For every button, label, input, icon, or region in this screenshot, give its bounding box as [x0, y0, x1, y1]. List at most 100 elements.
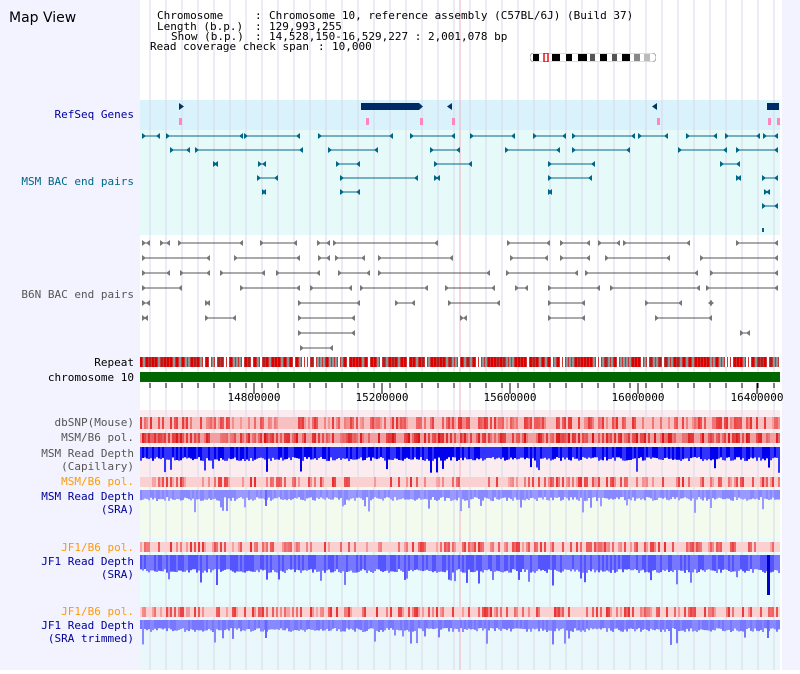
track-label-dbsnp[interactable]: dbSNP(Mouse)	[54, 416, 134, 429]
depth-bar	[328, 555, 330, 570]
depth-bar	[196, 620, 198, 630]
depth-bar	[706, 447, 708, 461]
depth-bar	[318, 555, 320, 572]
track-label-jf1-depth-trim[interactable]: JF1 Read Depth	[41, 619, 134, 632]
track-label-jf1-b6-pol[interactable]: JF1/B6 pol.	[61, 541, 134, 554]
track-label-msm-depth-sra[interactable]: MSM Read Depth	[41, 490, 134, 503]
depth-bar	[208, 447, 210, 461]
heatmap-cell	[174, 417, 176, 429]
bac-end	[560, 255, 564, 261]
depth-bar	[496, 447, 498, 459]
depth-bar	[576, 447, 578, 459]
depth-bar	[584, 447, 586, 458]
heatmap-cell	[578, 433, 580, 443]
depth-bar	[476, 620, 478, 632]
bac-end	[586, 240, 590, 246]
depth-bar	[288, 490, 290, 499]
heatmap-cell	[482, 607, 484, 617]
heatmap-cell	[418, 417, 420, 429]
depth-bar	[566, 555, 568, 570]
repeat-segment	[437, 357, 439, 367]
track-label-jf1-b6-pol-2[interactable]: JF1/B6 pol.	[61, 605, 134, 618]
repeat-segment	[203, 357, 205, 367]
repeat-segment	[140, 357, 142, 367]
heatmap-cell	[242, 433, 244, 443]
depth-bar	[636, 447, 638, 472]
heatmap-cell	[356, 433, 358, 443]
depth-bar	[724, 490, 726, 500]
chromosome-ideogram[interactable]	[530, 53, 656, 62]
heatmap-cell	[516, 607, 518, 617]
track-label-msm-b6-pol[interactable]: MSM/B6 pol.	[61, 431, 134, 444]
track-label-b6n-bac[interactable]: B6N BAC end pairs	[21, 288, 134, 301]
show-label: Show (b.p.)	[171, 30, 244, 43]
depth-bar	[460, 490, 462, 512]
heatmap-cell	[424, 542, 426, 552]
depth-bar	[496, 620, 498, 628]
heatmap-cell	[772, 417, 774, 429]
track-label-chromosome[interactable]: chromosome 10	[47, 371, 134, 384]
depth-bar	[290, 555, 292, 570]
heatmap-cell	[170, 477, 172, 487]
heatmap-cell	[218, 417, 220, 429]
heatmap-cell	[468, 542, 470, 552]
depth-bar	[160, 555, 162, 572]
depth-bar	[774, 447, 776, 458]
depth-bar	[308, 620, 310, 629]
depth-bar	[358, 490, 360, 498]
depth-bar	[280, 555, 282, 571]
repeat-segment	[698, 357, 700, 367]
depth-bar	[690, 447, 692, 459]
depth-bar	[504, 490, 506, 498]
track-label-msm-depth-capillary[interactable]: MSM Read Depth	[41, 447, 134, 460]
depth-bar	[642, 490, 644, 499]
heatmap-cell	[748, 607, 750, 617]
heatmap-cell	[334, 477, 336, 487]
depth-bar	[430, 555, 432, 572]
depth-bar	[376, 447, 378, 460]
depth-bar	[192, 620, 194, 630]
heatmap-cell	[606, 542, 608, 552]
depth-bar	[252, 555, 254, 572]
track-label-repeat[interactable]: Repeat	[94, 356, 134, 369]
depth-bar	[760, 490, 762, 498]
heatmap-cell	[646, 477, 648, 487]
heatmap-cell	[764, 477, 766, 487]
heatmap-cell	[510, 417, 512, 429]
depth-bar	[184, 555, 186, 572]
depth-bar	[328, 490, 330, 499]
bac-end	[581, 315, 585, 321]
heatmap-cell	[718, 433, 720, 443]
track-label-jf1-depth-sra[interactable]: JF1 Read Depth	[41, 555, 134, 568]
bac-end	[205, 315, 209, 321]
depth-bar	[560, 620, 562, 630]
track-label-refseq[interactable]: RefSeq Genes	[54, 108, 134, 121]
track-label-msm-b6-pol-2[interactable]: MSM/B6 pol.	[61, 475, 134, 488]
heatmap-cell	[252, 433, 254, 443]
depth-bar	[364, 447, 366, 460]
depth-bar	[524, 620, 526, 629]
heatmap-cell	[360, 433, 362, 443]
depth-bar	[588, 490, 590, 498]
repeat-segment	[650, 357, 652, 367]
depth-bar	[450, 447, 452, 461]
depth-bar	[702, 555, 704, 571]
heatmap-cell	[408, 607, 410, 617]
track-label-msm-bac[interactable]: MSM BAC end pairs	[21, 175, 134, 188]
depth-bar	[516, 555, 518, 571]
depth-bar	[524, 490, 526, 501]
depth-bar	[476, 555, 478, 571]
depth-bar	[530, 555, 532, 573]
depth-bar	[150, 490, 152, 498]
depth-bar	[412, 620, 414, 632]
depth-bar	[208, 620, 210, 629]
bac-end	[746, 330, 750, 336]
heatmap-cell	[660, 417, 662, 429]
heatmap-cell	[204, 542, 206, 552]
heatmap-cell	[180, 433, 182, 443]
depth-bar	[210, 555, 212, 573]
heatmap-cell	[614, 433, 616, 443]
depth-bar	[502, 555, 504, 573]
